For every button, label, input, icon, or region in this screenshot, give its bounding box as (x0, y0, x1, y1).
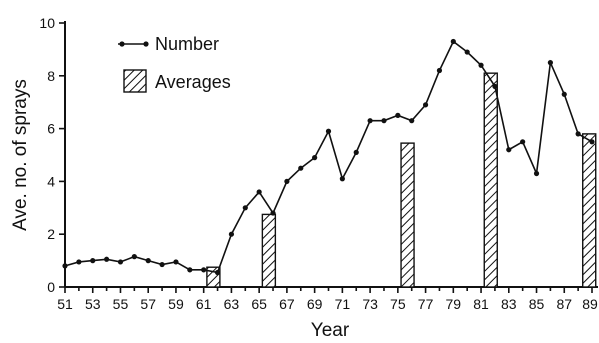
number-point (561, 91, 567, 97)
x-tick-label: 89 (582, 296, 598, 312)
x-tick-label: 53 (85, 296, 101, 312)
x-axis-title: Year (311, 320, 350, 341)
number-point (131, 254, 137, 260)
number-point (104, 256, 110, 262)
number-point (312, 155, 318, 161)
y-tick-label: 10 (39, 15, 55, 31)
number-point (284, 178, 290, 184)
y-tick-label: 6 (47, 121, 55, 137)
x-tick-label: 61 (196, 296, 212, 312)
number-point (506, 147, 512, 153)
x-tick-label: 81 (473, 296, 489, 312)
x-tick-label: 69 (307, 296, 323, 312)
y-tick-label: 0 (47, 279, 55, 295)
averages-bar (261, 213, 277, 288)
axes-layer: 0 2 4 6 8 10 51 53 55 57 59 61 63 65 67 69 71 73 75 77 79 81 8… (39, 15, 598, 312)
number-point (201, 267, 207, 273)
x-tick-label: 59 (168, 296, 184, 312)
averages-bar (483, 72, 498, 288)
x-tick-label: 85 (529, 296, 545, 312)
x-tick-label: 71 (335, 296, 351, 312)
number-point (187, 267, 193, 273)
number-point (117, 259, 124, 265)
number-point (547, 60, 553, 66)
x-tick-label: 57 (140, 296, 156, 312)
x-tick-label: 67 (279, 296, 295, 312)
x-tick-label: 79 (446, 296, 462, 312)
legend: Number Averages (118, 34, 231, 93)
x-tick-label: 63 (224, 296, 240, 312)
number-point (339, 176, 345, 182)
number-point (325, 128, 332, 134)
number-point (173, 259, 179, 265)
y-tick-label: 8 (47, 68, 55, 84)
number-point (256, 189, 262, 195)
x-tick-label: 51 (57, 296, 73, 312)
number-point (478, 62, 484, 68)
number-point (381, 118, 387, 124)
number-point (589, 139, 595, 145)
number-point (214, 269, 221, 276)
averages-bars (206, 72, 597, 288)
y-tick-label: 4 (47, 173, 55, 189)
number-point (520, 139, 526, 145)
number-point (395, 112, 401, 118)
x-tick-label: 55 (113, 296, 129, 312)
legend-label-averages: Averages (155, 72, 231, 92)
x-tick-label: 87 (556, 296, 572, 312)
number-point (270, 210, 276, 216)
number-point (159, 261, 165, 268)
legend-number-marker-left (119, 41, 125, 47)
averages-bar (400, 142, 415, 288)
number-point (533, 170, 540, 177)
number-series (62, 38, 595, 276)
number-point (90, 258, 96, 264)
legend-number-marker-right (143, 41, 149, 47)
x-tick-label: 77 (418, 296, 434, 312)
x-tick-label: 75 (390, 296, 406, 312)
x-tick-label: 73 (362, 296, 378, 312)
y-tick-label: 2 (47, 226, 55, 242)
number-point (353, 149, 359, 155)
number-point (367, 118, 373, 124)
number-point (422, 102, 429, 108)
number-point (145, 258, 151, 264)
number-point (575, 131, 581, 137)
number-point (492, 83, 498, 89)
number-point (409, 118, 415, 124)
number-point (436, 67, 443, 74)
number-point (242, 205, 248, 211)
number-point (298, 165, 304, 171)
number-point (62, 263, 68, 269)
number-point (228, 231, 235, 237)
number-point (76, 259, 82, 265)
x-tick-label: 65 (251, 296, 267, 312)
y-axis-title: Ave. no. of sprays (10, 79, 31, 231)
legend-averages-swatch (123, 69, 147, 93)
averages-bar (582, 133, 597, 288)
number-point (464, 49, 470, 55)
x-tick-label: 83 (501, 296, 517, 312)
legend-label-number: Number (155, 34, 219, 54)
number-point (450, 38, 456, 45)
